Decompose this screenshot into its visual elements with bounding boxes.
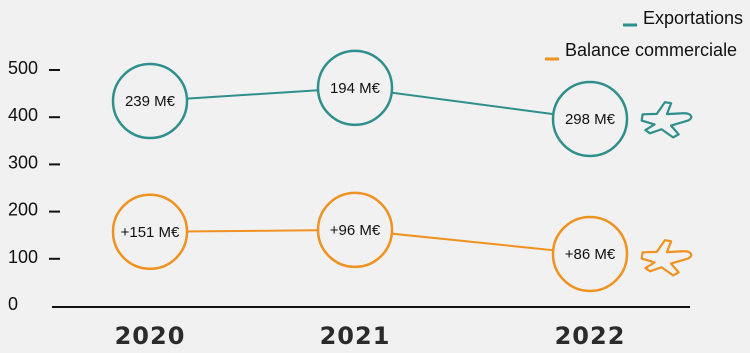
x-axis: 2020 2021 2022: [115, 322, 626, 350]
data-label: 239 M€: [125, 93, 176, 110]
data-point-bubble: [111, 193, 189, 271]
data-label: +86 M€: [565, 246, 616, 263]
data-label: 298 M€: [565, 111, 616, 128]
airplane-icon-shape: [640, 239, 693, 277]
x-tick-label: 2021: [320, 322, 391, 350]
legend: Exportations Balance commerciale: [545, 8, 743, 61]
y-tick-label: 100: [8, 247, 38, 267]
data-label: +96 M€: [330, 222, 381, 239]
airplane-icon: [640, 101, 693, 139]
x-tick-label: 2020: [115, 322, 186, 350]
legend-label-balance: Balance commerciale: [565, 40, 737, 60]
y-tick-label: 300: [8, 152, 38, 172]
data-point-bubble: [316, 191, 394, 269]
data-point-bubble: [551, 80, 629, 158]
data-label: 194 M€: [330, 80, 381, 97]
airplane-icon: [640, 239, 693, 277]
airplane-icon-shape: [640, 101, 693, 139]
y-tick-label: 400: [8, 105, 38, 125]
legend-label-exportations: Exportations: [643, 8, 743, 28]
series-exportations: 239 M€ 194 M€ 298 M€: [111, 49, 629, 158]
x-tick-label: 2022: [555, 322, 626, 350]
y-tick-label: 200: [8, 200, 38, 220]
y-axis: 0 100 200 300 400 500: [8, 58, 60, 314]
data-point-bubble: [551, 215, 629, 293]
y-tick-label: 500: [8, 58, 38, 78]
series-balance: +151 M€ +96 M€ +86 M€: [111, 191, 629, 293]
data-point-bubble: [111, 62, 189, 140]
data-point-bubble: [316, 49, 394, 127]
y-tick-label: 0: [8, 294, 18, 314]
data-label: +151 M€: [121, 224, 180, 241]
